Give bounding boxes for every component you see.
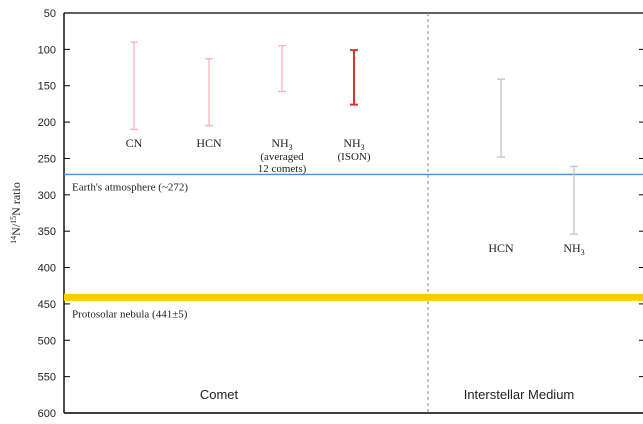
- measurement-sublabel: 12 comets): [258, 163, 307, 175]
- error-bars: [130, 41, 578, 235]
- measurement-label: NH3: [271, 136, 292, 152]
- protosolar-nebula-label: Protosolar nebula (441±5): [72, 308, 188, 320]
- y-tick-label: 600: [38, 408, 56, 420]
- y-ticks: 50 100 150 200 250 300 350 400 450 500 550 600: [38, 8, 643, 420]
- measurement-label: HCN: [196, 136, 222, 150]
- y-tick-label: 50: [44, 8, 56, 20]
- y-tick-label: 150: [38, 81, 56, 93]
- y-tick-label: 500: [38, 335, 56, 347]
- y-tick-label: 300: [38, 190, 56, 202]
- measurement-label: NH3: [563, 241, 584, 257]
- y-tick-label: 100: [38, 44, 56, 56]
- y-tick-label: 400: [38, 263, 56, 275]
- y-axis-label: 14N/15N ratio: [9, 182, 23, 244]
- reference-lines: Earth's atmosphere (~272) Protosolar nebu…: [64, 173, 643, 320]
- measurement-sublabel: (ISON): [338, 151, 371, 163]
- region-label-interstellar: Interstellar Medium: [464, 387, 575, 402]
- y-tick-label: 200: [38, 117, 56, 129]
- measurement-sublabel: (averaged: [260, 151, 304, 163]
- region-label-comet: Comet: [200, 387, 239, 402]
- measurement-label: NH3: [343, 136, 364, 152]
- y-tick-label: 450: [38, 299, 56, 311]
- measurement-label: CN: [126, 136, 143, 150]
- measurement-label: HCN: [488, 241, 514, 255]
- y-tick-label: 350: [38, 226, 56, 238]
- earth-atmosphere-label: Earth's atmosphere (~272): [72, 181, 188, 193]
- y-tick-label: 550: [38, 372, 56, 384]
- protosolar-nebula-band: [64, 293, 643, 301]
- y-tick-label: 250: [38, 153, 56, 165]
